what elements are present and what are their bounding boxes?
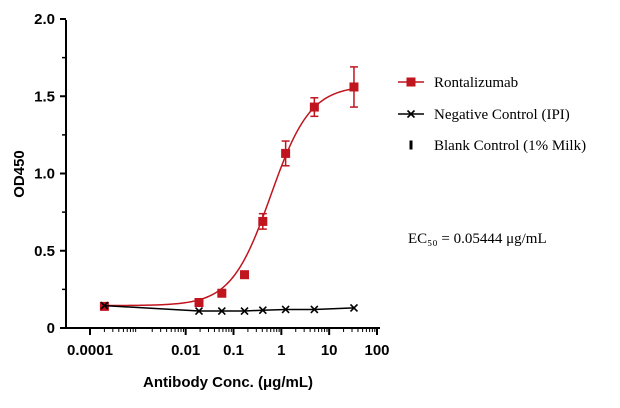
x-ticks: 0.0001 0.01 0.1 1 10 100 xyxy=(67,328,390,359)
legend-marker xyxy=(406,77,416,87)
axes xyxy=(65,20,380,329)
fit-curve xyxy=(104,87,355,307)
data-point xyxy=(240,270,250,280)
x-tick-label: 100 xyxy=(364,342,389,359)
x-tick-label: 10 xyxy=(321,342,338,359)
y-ticks: 0 0.5 1.0 1.5 2.0 xyxy=(34,11,66,337)
legend-label: Blank Control (1% Milk) xyxy=(434,138,586,154)
plot-area xyxy=(99,66,359,316)
series-1 xyxy=(100,301,359,316)
y-tick-label: 0 xyxy=(47,320,55,337)
legend-item: Rontalizumab xyxy=(398,75,518,91)
data-point xyxy=(100,301,109,310)
x-tick-label: 1 xyxy=(277,342,285,359)
y-tick-label: 1.0 xyxy=(34,166,55,183)
y-tick-label: 0.5 xyxy=(34,243,55,260)
legend-item: Blank Control (1% Milk) xyxy=(409,138,586,154)
data-point xyxy=(281,305,290,314)
data-point xyxy=(349,82,359,92)
x-tick-label: 0.1 xyxy=(223,342,244,359)
data-point xyxy=(258,306,267,315)
series-line xyxy=(104,304,354,312)
data-point xyxy=(194,306,204,316)
y-tick-label: 2.0 xyxy=(34,11,55,28)
legend-label: Rontalizumab xyxy=(434,75,518,91)
data-point xyxy=(217,306,226,316)
legend: Rontalizumab Negative Control (IPI) Blank … xyxy=(398,75,586,154)
y-tick-label: 1.5 xyxy=(34,88,55,105)
data-point xyxy=(194,298,204,308)
x-tick-label: 0.01 xyxy=(171,342,200,359)
series-0 xyxy=(99,66,359,311)
data-point xyxy=(349,303,359,312)
y-axis-title: OD450 xyxy=(11,150,28,198)
data-point xyxy=(281,148,291,158)
data-point xyxy=(217,288,227,298)
data-point xyxy=(309,102,319,112)
data-point xyxy=(310,305,319,314)
legend-label: Negative Control (IPI) xyxy=(434,107,570,123)
x-axis-title: Antibody Conc. (μg/mL) xyxy=(143,374,313,391)
ec50-annotation: EC₅₀ = 0.05444 μg/mL xyxy=(408,231,547,247)
data-point xyxy=(258,216,268,226)
legend-marker xyxy=(406,109,416,119)
legend-item: Negative Control (IPI) xyxy=(398,107,570,123)
x-tick-label: 0.0001 xyxy=(67,342,113,359)
legend-marker xyxy=(409,140,413,150)
data-point xyxy=(240,306,249,316)
